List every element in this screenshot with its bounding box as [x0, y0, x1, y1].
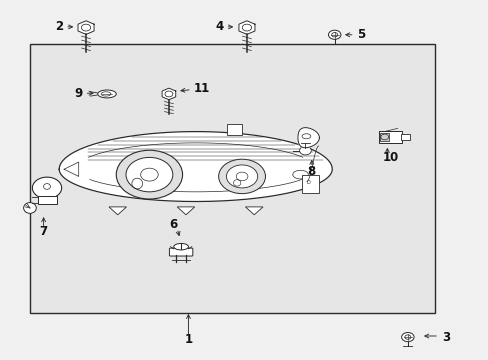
Text: 7: 7: [40, 225, 47, 238]
Polygon shape: [177, 207, 194, 215]
Text: 11: 11: [193, 82, 209, 95]
Circle shape: [126, 157, 172, 192]
FancyBboxPatch shape: [227, 125, 242, 135]
Text: 5: 5: [356, 28, 364, 41]
FancyBboxPatch shape: [38, 196, 57, 204]
Circle shape: [299, 146, 311, 155]
Text: 2: 2: [55, 21, 63, 33]
FancyBboxPatch shape: [379, 133, 388, 141]
Polygon shape: [109, 207, 126, 215]
Circle shape: [116, 150, 182, 199]
Ellipse shape: [98, 90, 116, 98]
FancyBboxPatch shape: [169, 248, 192, 256]
Circle shape: [226, 165, 257, 188]
Text: 3: 3: [441, 330, 449, 343]
Text: 1: 1: [184, 333, 192, 346]
Text: 10: 10: [382, 151, 398, 164]
Polygon shape: [30, 44, 434, 313]
Polygon shape: [78, 21, 94, 35]
Text: 4: 4: [215, 21, 223, 33]
FancyBboxPatch shape: [378, 131, 402, 143]
Circle shape: [328, 30, 340, 39]
Ellipse shape: [23, 203, 36, 213]
Text: D: D: [306, 180, 309, 185]
Circle shape: [32, 177, 61, 199]
Ellipse shape: [173, 243, 188, 250]
Polygon shape: [162, 88, 175, 100]
Text: 8: 8: [307, 165, 315, 177]
Polygon shape: [59, 132, 331, 202]
FancyBboxPatch shape: [400, 134, 409, 140]
Polygon shape: [245, 207, 263, 215]
Polygon shape: [64, 162, 79, 176]
Circle shape: [218, 159, 265, 194]
Text: 9: 9: [74, 87, 82, 100]
Polygon shape: [297, 128, 319, 148]
FancyBboxPatch shape: [301, 175, 319, 193]
Polygon shape: [239, 21, 254, 35]
Circle shape: [401, 333, 413, 342]
Text: 6: 6: [169, 218, 178, 231]
